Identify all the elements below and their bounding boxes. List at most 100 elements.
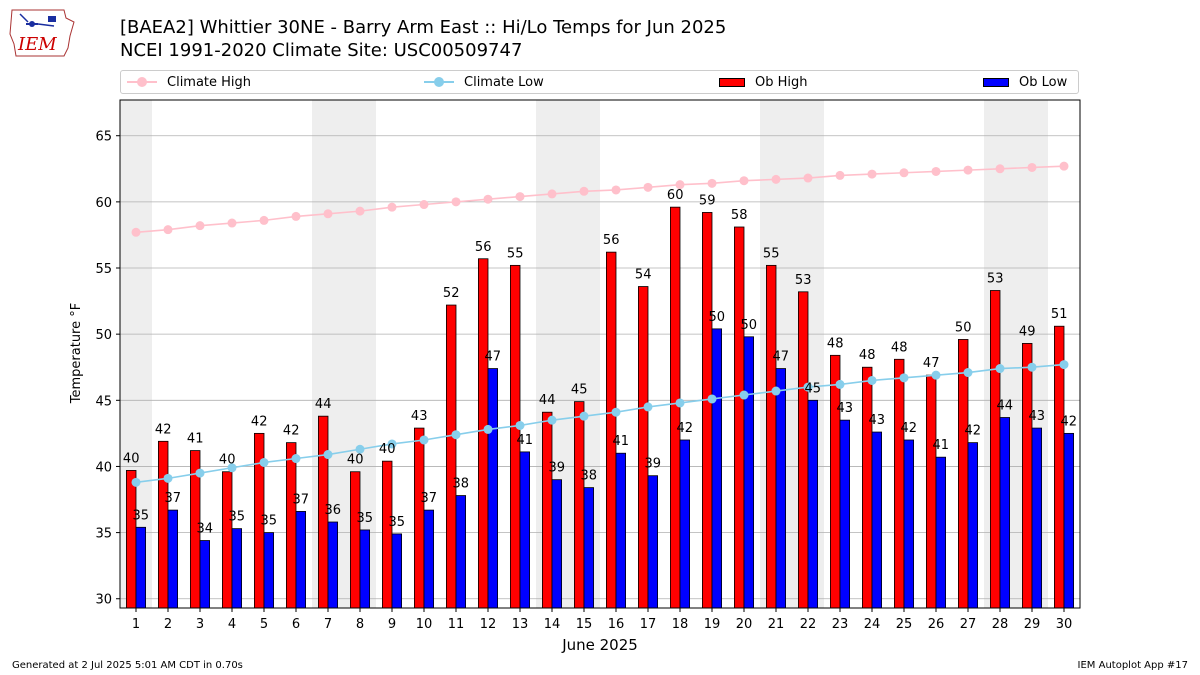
- climate-low-point: [387, 439, 397, 449]
- x-tick-label: 17: [640, 617, 657, 632]
- ob-low-bar: [583, 487, 595, 609]
- climate-high-point: [995, 164, 1005, 174]
- ob-low-bar: [807, 399, 819, 609]
- y-tick-label: 65: [95, 130, 112, 145]
- climate-high-point: [739, 176, 749, 186]
- logo-text: IEM: [17, 34, 57, 55]
- ob-low-label: 41: [933, 438, 950, 453]
- climate-low-point: [611, 407, 621, 417]
- ob-high-label: 43: [411, 409, 428, 424]
- ob-low-label: 47: [485, 350, 502, 365]
- climate-high-point: [707, 178, 717, 188]
- ob-high-label: 44: [315, 397, 332, 412]
- ob-high-label: 58: [731, 208, 748, 223]
- x-tick-label: 16: [608, 617, 625, 632]
- climate-low-point: [1027, 362, 1037, 372]
- climate-low-point: [995, 364, 1005, 374]
- climate-low-point: [675, 398, 685, 408]
- climate-high-point: [163, 225, 173, 235]
- ob-low-label: 42: [965, 424, 982, 439]
- climate-high-point: [355, 206, 365, 216]
- footer-app-id: IEM Autoplot App #17: [1077, 660, 1188, 671]
- ob-low-bar: [775, 368, 787, 609]
- ob-high-label: 51: [1051, 307, 1068, 322]
- climate-low-point: [451, 430, 461, 440]
- x-tick-label: 23: [832, 617, 849, 632]
- ob-low-bar: [359, 529, 371, 609]
- legend-label-climate-low: Climate Low: [464, 74, 544, 90]
- ob-high-bar: [285, 442, 297, 609]
- ob-high-label: 56: [603, 233, 620, 248]
- ob-low-bar: [999, 417, 1011, 609]
- climate-high-point: [387, 202, 397, 212]
- climate-high-point: [771, 174, 781, 184]
- ob-high-bar: [638, 286, 649, 609]
- chart-subtitle: NCEI 1991-2020 Climate Site: USC00509747: [120, 40, 523, 61]
- ob-high-label: 55: [763, 246, 780, 261]
- ob-high-bar: [381, 460, 393, 609]
- legend-label-ob-high: Ob High: [755, 74, 808, 90]
- ob-high-label: 47: [923, 356, 940, 371]
- y-tick-label: 45: [95, 394, 112, 409]
- x-axis-title: June 2025: [561, 636, 638, 654]
- ob-high-label: 44: [539, 393, 556, 408]
- ob-low-bar: [199, 540, 211, 609]
- climate-low-point: [163, 473, 173, 483]
- climate-high-swatch: [127, 77, 157, 87]
- ob-low-label: 35: [261, 514, 278, 529]
- ob-high-bar: [542, 411, 553, 609]
- ob-low-bar: [231, 528, 243, 609]
- climate-high-point: [291, 211, 301, 221]
- ob-high-label: 41: [187, 432, 204, 447]
- x-tick-label: 7: [324, 617, 332, 632]
- ob-low-label: 45: [805, 381, 822, 396]
- ob-high-bar: [958, 339, 969, 609]
- x-tick-label: 21: [768, 617, 785, 632]
- ob-high-bar: [574, 401, 585, 609]
- ob-high-label: 48: [827, 336, 844, 351]
- x-tick-label: 12: [480, 617, 497, 632]
- climate-low-point: [323, 450, 333, 460]
- y-tick-label: 35: [95, 527, 112, 542]
- ob-low-bar: [967, 442, 979, 609]
- x-tick-label: 29: [1024, 617, 1041, 632]
- climate-high-point: [419, 200, 429, 210]
- footer-generated: Generated at 2 Jul 2025 5:01 AM CDT in 0…: [12, 660, 243, 671]
- ob-low-bar: [167, 509, 179, 609]
- ob-low-bar: [1063, 432, 1075, 609]
- climate-low-point: [355, 444, 365, 454]
- ob-low-bar: [423, 509, 435, 609]
- ob-high-bar: [734, 226, 745, 609]
- ob-high-bar: [830, 354, 841, 609]
- ob-low-bar: [679, 439, 691, 609]
- climate-high-point: [579, 186, 589, 196]
- ob-low-bar: [263, 532, 275, 609]
- climate-high-point: [1059, 161, 1069, 171]
- climate-low-point: [899, 373, 909, 383]
- x-tick-label: 4: [228, 617, 236, 632]
- ob-high-label: 59: [699, 193, 716, 208]
- climate-low-point: [931, 370, 941, 380]
- ob-high-bar: [702, 212, 713, 609]
- ob-high-swatch: [719, 77, 745, 87]
- x-tick-label: 27: [960, 617, 977, 632]
- ob-high-bar: [606, 251, 617, 609]
- ob-high-label: 40: [379, 442, 396, 457]
- ob-high-label: 40: [347, 453, 364, 468]
- ob-high-label: 40: [219, 453, 236, 468]
- y-axis-title: Temperature °F: [69, 303, 84, 404]
- ob-low-label: 42: [1061, 414, 1078, 429]
- ob-low-label: 42: [901, 421, 918, 436]
- climate-high-point: [515, 192, 525, 202]
- climate-low-point: [963, 368, 973, 378]
- ob-high-bar: [990, 290, 1001, 609]
- climate-low-point: [259, 457, 269, 467]
- x-tick-label: 25: [896, 617, 913, 632]
- x-tick-label: 24: [864, 617, 881, 632]
- climate-low-point: [131, 477, 141, 487]
- ob-high-bar: [445, 304, 457, 609]
- climate-low-point: [643, 402, 653, 412]
- legend: Climate High Climate Low Ob High Ob Low: [120, 70, 1079, 94]
- x-tick-label: 18: [672, 617, 689, 632]
